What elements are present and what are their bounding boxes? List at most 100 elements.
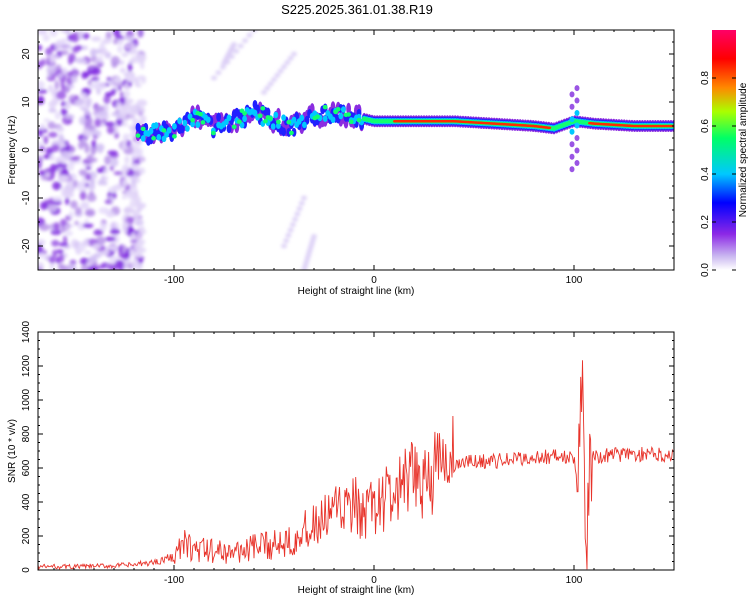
ridge-cell bbox=[569, 128, 575, 135]
noise-blob bbox=[139, 229, 147, 235]
noise-blob bbox=[60, 108, 68, 116]
ridge-cell bbox=[216, 112, 222, 122]
noise-blob bbox=[69, 200, 78, 209]
ridge-cell bbox=[322, 104, 328, 110]
noise-blob bbox=[60, 30, 65, 33]
noise-blob bbox=[58, 133, 64, 143]
noise-blob bbox=[60, 43, 72, 49]
noise-blob bbox=[42, 128, 48, 133]
noise-blob bbox=[119, 67, 126, 74]
noise-blob bbox=[103, 167, 109, 174]
noise-blob bbox=[74, 220, 79, 226]
noise-blob bbox=[294, 211, 301, 217]
x-tick-label: 0 bbox=[371, 575, 377, 586]
x-tick-label: -100 bbox=[164, 575, 184, 586]
noise-blob bbox=[95, 130, 102, 138]
noise-blob bbox=[60, 224, 67, 233]
noise-blob bbox=[82, 223, 94, 229]
noise-blob bbox=[86, 193, 97, 202]
noise-blob bbox=[38, 89, 48, 94]
noise-blob bbox=[103, 94, 111, 105]
noise-blob bbox=[139, 114, 147, 122]
noise-blob bbox=[67, 161, 75, 172]
ridge-cell bbox=[302, 121, 307, 129]
noise-blob bbox=[98, 110, 109, 117]
ridge-cell bbox=[276, 122, 281, 129]
colorbar-tick-label: 0.2 bbox=[700, 215, 711, 229]
noise-blob bbox=[80, 201, 90, 210]
noise-blob bbox=[72, 179, 78, 188]
ridge-cell bbox=[151, 136, 157, 141]
ridge-cell bbox=[335, 106, 341, 112]
noise-blob bbox=[92, 243, 101, 250]
y-tick-label: 1000 bbox=[21, 388, 32, 411]
ridge-cell bbox=[348, 119, 354, 125]
noise-blob bbox=[117, 45, 123, 53]
noise-blob bbox=[281, 64, 287, 70]
noise-blob bbox=[125, 44, 131, 50]
ridge-cell bbox=[286, 119, 292, 125]
noise-blob bbox=[287, 55, 294, 61]
noise-blob bbox=[62, 235, 68, 245]
noise-blob bbox=[90, 36, 102, 42]
noise-blob bbox=[237, 43, 244, 49]
noise-blob bbox=[88, 181, 96, 191]
ridge-cell bbox=[276, 119, 281, 125]
noise-blob bbox=[128, 34, 133, 44]
y-tick-label: -20 bbox=[21, 238, 32, 253]
ridge-cell bbox=[574, 110, 580, 117]
ridge-cell bbox=[179, 124, 185, 134]
noise-blob bbox=[52, 249, 58, 258]
noise-blob bbox=[98, 54, 104, 65]
noise-blob bbox=[51, 239, 60, 247]
noise-blob bbox=[53, 222, 60, 231]
noise-blob bbox=[277, 68, 284, 74]
noise-blob bbox=[86, 98, 91, 109]
noise-blob bbox=[81, 141, 88, 147]
noise-blob bbox=[47, 121, 56, 130]
spectrogram-heatmap bbox=[38, 30, 674, 270]
noise-blob bbox=[46, 64, 57, 75]
noise-blob bbox=[71, 174, 78, 180]
noise-blob bbox=[48, 54, 56, 64]
noise-blob bbox=[133, 145, 140, 153]
y-tick-label: 0 bbox=[21, 147, 32, 153]
noise-blob bbox=[106, 125, 115, 135]
noise-blob bbox=[125, 247, 131, 258]
ridge-cell bbox=[574, 97, 580, 104]
ridge-cell bbox=[270, 123, 276, 130]
noise-blob bbox=[115, 117, 124, 127]
noise-blob bbox=[292, 216, 299, 222]
noise-blob bbox=[81, 45, 89, 50]
ridge-cell bbox=[289, 130, 294, 136]
noise-blob bbox=[233, 48, 240, 54]
ridge-cell bbox=[569, 103, 575, 110]
noise-blob bbox=[89, 256, 98, 264]
y-tick-label: 10 bbox=[21, 96, 32, 108]
noise-blob bbox=[104, 121, 116, 127]
ridge-cell bbox=[569, 116, 575, 123]
noise-blob bbox=[133, 257, 138, 266]
y-tick-label: -10 bbox=[21, 190, 32, 205]
noise-blob bbox=[78, 169, 88, 176]
noise-blob bbox=[60, 175, 71, 181]
noise-blob bbox=[289, 222, 296, 228]
noise-blob bbox=[109, 221, 120, 231]
ridge-cell bbox=[166, 127, 172, 134]
noise-blob bbox=[127, 63, 133, 72]
noise-blob bbox=[69, 146, 76, 152]
ridge-cell bbox=[291, 116, 297, 124]
noise-blob bbox=[231, 42, 237, 47]
noise-blob bbox=[104, 176, 109, 181]
spectrogram-x-label: Height of straight line (km) bbox=[298, 286, 415, 297]
snr-x-label: Height of straight line (km) bbox=[298, 585, 415, 596]
ridge-cell bbox=[153, 122, 159, 129]
noise-blob bbox=[97, 179, 104, 186]
noise-blob bbox=[104, 208, 112, 215]
noise-blob bbox=[298, 200, 305, 206]
ridge-cell bbox=[135, 133, 141, 138]
noise-blob bbox=[100, 250, 111, 255]
ridge-cell bbox=[140, 126, 146, 132]
ridge-cell bbox=[161, 135, 167, 143]
noise-blob bbox=[52, 88, 58, 95]
